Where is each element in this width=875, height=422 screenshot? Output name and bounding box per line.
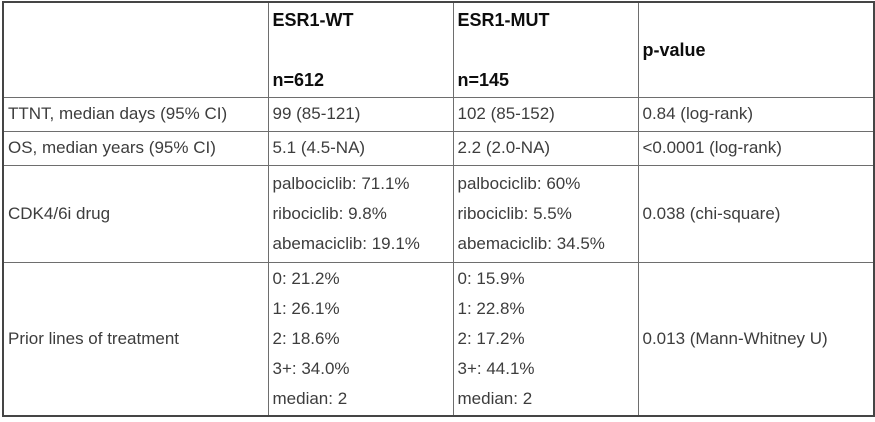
cell-line: palbociclib: 71.1% — [272, 173, 410, 193]
cell-line: 1: 26.1% — [272, 298, 340, 318]
cell-line: abemaciclib: 34.5% — [457, 233, 605, 253]
header-row: ESR1-WT n=612 ESR1-MUT n=145 p-value — [2, 1, 875, 98]
cell-cdk46i-pvalue: 0.038 (chi-square) — [637, 164, 875, 263]
cell-line: ribociclib: 9.8% — [272, 203, 387, 223]
cell-line: ribociclib: 5.5% — [457, 203, 572, 223]
cell-line: 0: 21.2% — [272, 268, 340, 288]
col-header-esr1-mut: ESR1-MUT n=145 — [452, 1, 639, 98]
cell-line: 3+: 44.1% — [457, 358, 535, 378]
cell-cdk46i-mut: palbociclib: 60% ribociclib: 5.5% abemac… — [452, 164, 639, 263]
cell-line: 0: 15.9% — [457, 268, 525, 288]
table-row-cdk46i-drug: CDK4/6i drug palbociclib: 71.1% ribocicl… — [2, 164, 875, 263]
cell-os-wt: 5.1 (4.5-NA) — [267, 130, 454, 166]
col-header-esr1-wt: ESR1-WT n=612 — [267, 1, 454, 98]
col-header-esr1-mut-label: ESR1-MUT — [457, 9, 550, 30]
cell-cdk46i-wt: palbociclib: 71.1% ribociclib: 9.8% abem… — [267, 164, 454, 263]
cell-prior-lines-wt: 0: 21.2% 1: 26.1% 2: 18.6% 3+: 34.0% med… — [267, 261, 454, 416]
cell-ttnt-pvalue: 0.84 (log-rank) — [637, 96, 875, 132]
cell-line: palbociclib: 60% — [457, 173, 581, 193]
cell-os-pvalue: <0.0001 (log-rank) — [637, 130, 875, 166]
cell-line: 1: 22.8% — [457, 298, 525, 318]
cell-ttnt-wt: 99 (85-121) — [267, 96, 454, 132]
cell-line: 2: 17.2% — [457, 328, 525, 348]
cell-line: abemaciclib: 19.1% — [272, 233, 420, 253]
col-header-esr1-mut-n: n=145 — [457, 69, 510, 90]
col-header-esr1-wt-label: ESR1-WT — [272, 9, 354, 30]
cell-line: 2: 18.6% — [272, 328, 340, 348]
cell-os-mut: 2.2 (2.0-NA) — [452, 130, 639, 166]
row-label-cdk46i-drug: CDK4/6i drug — [2, 164, 269, 263]
header-gap — [273, 35, 449, 65]
table-row-ttnt: TTNT, median days (95% CI) 99 (85-121) 1… — [2, 96, 875, 132]
cell-line: median: 2 — [272, 388, 348, 408]
cell-prior-lines-mut: 0: 15.9% 1: 22.8% 2: 17.2% 3+: 44.1% med… — [452, 261, 639, 416]
row-label-prior-lines: Prior lines of treatment — [2, 261, 269, 416]
table-row-os: OS, median years (95% CI) 5.1 (4.5-NA) 2… — [2, 130, 875, 166]
cell-line: 3+: 34.0% — [272, 358, 350, 378]
cell-ttnt-mut: 102 (85-152) — [452, 96, 639, 132]
col-header-p-value: p-value — [637, 1, 875, 98]
col-header-esr1-wt-n: n=612 — [272, 69, 325, 90]
col-header-empty — [2, 1, 269, 98]
cell-line: median: 2 — [457, 388, 533, 408]
row-label-ttnt: TTNT, median days (95% CI) — [2, 96, 269, 132]
table-row-prior-lines: Prior lines of treatment 0: 21.2% 1: 26.… — [2, 261, 875, 416]
header-gap — [458, 35, 634, 65]
row-label-os: OS, median years (95% CI) — [2, 130, 269, 166]
cell-prior-lines-pvalue: 0.013 (Mann-Whitney U) — [637, 261, 875, 416]
